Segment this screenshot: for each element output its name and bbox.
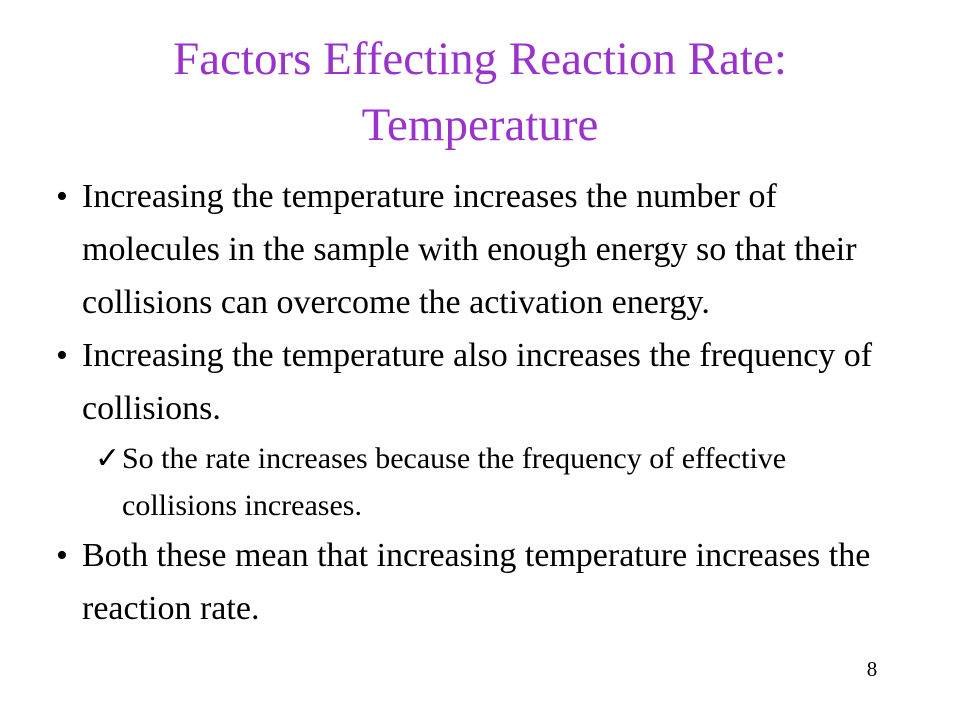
slide-title-line-1: Factors Effecting Reaction Rate: (173, 33, 787, 85)
bullet-text: Both these mean that increasing temperat… (82, 537, 871, 627)
bullet-item: • Increasing the temperature also increa… (0, 329, 960, 435)
bullet-dot-icon: • (56, 537, 68, 574)
bullet-dot-icon: • (56, 337, 68, 374)
bullet-dot-icon: • (56, 178, 68, 215)
sub-bullet-item: ✓ So the rate increases because the freq… (0, 435, 960, 529)
bullet-item: • Both these mean that increasing temper… (0, 529, 960, 635)
sub-bullet-text: So the rate increases because the freque… (122, 442, 787, 522)
slide-page-number: 8 (866, 657, 878, 681)
bullet-text: Increasing the temperature increases the… (82, 178, 857, 321)
slide-body: • Increasing the temperature increases t… (0, 170, 960, 635)
bullet-text: Increasing the temperature also increase… (82, 337, 873, 427)
slide-title-line-2: Temperature (361, 99, 599, 151)
checkmark-icon: ✓ (95, 442, 121, 475)
slide-title: Factors Effecting Reaction Rate: Tempera… (40, 26, 920, 158)
bullet-item: • Increasing the temperature increases t… (0, 170, 960, 329)
